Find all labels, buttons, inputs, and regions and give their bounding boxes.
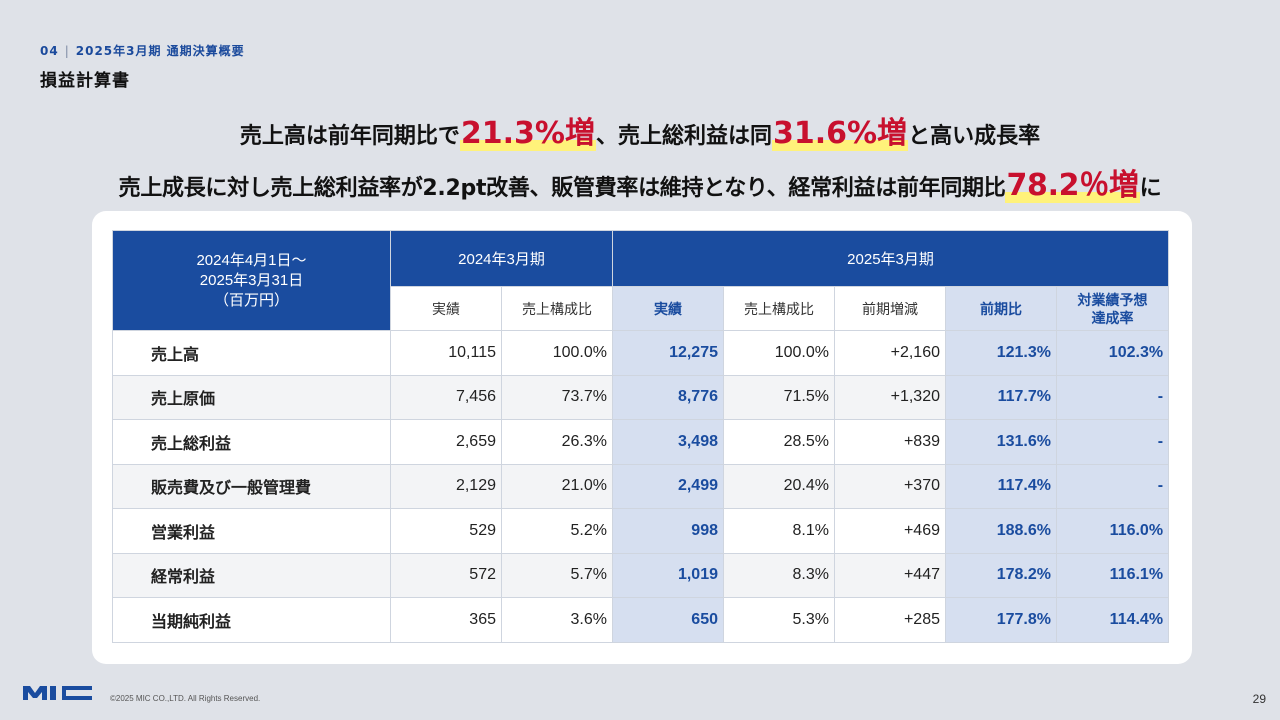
table-corner-header: 2024年4月1日～ 2025年3月31日 （百万円）	[112, 230, 391, 331]
table-row: 当期純利益 365 3.6% 650 5.3% +285 177.8% 114.4%	[112, 597, 1170, 643]
headline-2-highlight: 78.2％増	[1005, 168, 1140, 203]
table-card: 2024年4月1日～ 2025年3月31日 （百万円） 2024年3月期 202…	[92, 211, 1192, 664]
row-label: 営業利益	[112, 508, 391, 554]
table-cell: 121.3%	[945, 330, 1057, 376]
sub-header-curr-actual: 実績	[612, 286, 724, 331]
row-label: 売上総利益	[112, 419, 391, 465]
table-cell: +447	[834, 552, 946, 598]
table-cell: 177.8%	[945, 597, 1057, 643]
table-cell: -	[1055, 463, 1170, 509]
period-prev-header: 2024年3月期	[390, 230, 613, 287]
table-cell: 2,129	[390, 463, 502, 509]
table-cell: +2,160	[834, 330, 946, 376]
headline-1-text-b: 、売上総利益は同	[595, 124, 772, 149]
table-cell: 28.5%	[723, 419, 835, 465]
table-cell: 365	[390, 597, 502, 643]
headline-2-text-a: 売上成長に対し売上総利益率が2.2pt改善、販管費率は維持となり、経常利益は前年…	[118, 176, 1006, 201]
table-cell: +469	[834, 508, 946, 554]
headline-2-text-b: に	[1139, 176, 1162, 201]
table-cell: 73.7%	[501, 374, 613, 420]
table-cell: 100.0%	[723, 330, 835, 376]
table-cell: 2,659	[390, 419, 502, 465]
table-cell: 5.2%	[501, 508, 613, 554]
table-cell: 3.6%	[501, 597, 613, 643]
table-body: 売上高 10,115 100.0% 12,275 100.0% +2,160 121.3% 1…	[112, 330, 1170, 643]
breadcrumb-separator: |	[64, 43, 70, 58]
table-row: 売上原価 7,456 73.7% 8,776 71.5% +1,320 117.7% -	[112, 374, 1170, 420]
headline-2: 売上成長に対し売上総利益率が2.2pt改善、販管費率は維持となり、経常利益は前年…	[0, 160, 1280, 204]
table-cell: +839	[834, 419, 946, 465]
row-label: 売上原価	[112, 374, 391, 420]
section-title: 2025年3月期 通期決算概要	[75, 44, 245, 58]
table-row: 営業利益 529 5.2% 998 8.1% +469 188.6% 116.0%	[112, 508, 1170, 554]
headline-1-highlight-a: 21.3%増	[459, 116, 596, 151]
table-cell: 8.1%	[723, 508, 835, 554]
table-cell: 102.3%	[1055, 330, 1170, 376]
table-cell: 116.1%	[1055, 552, 1170, 598]
copyright: ©2025 MIC CO.,LTD. All Rights Reserved.	[110, 694, 261, 703]
page-number: 29	[1252, 692, 1266, 706]
table-cell: 26.3%	[501, 419, 613, 465]
table-cell: 1,019	[612, 552, 724, 598]
sub-header-yoy-ratio: 前期比	[945, 286, 1057, 331]
row-label: 経常利益	[112, 552, 391, 598]
table-cell: +285	[834, 597, 946, 643]
row-label: 当期純利益	[112, 597, 391, 643]
headline-1-highlight-b: 31.6%増	[772, 116, 909, 151]
table-cell: 998	[612, 508, 724, 554]
table-cell: +1,320	[834, 374, 946, 420]
table-cell: 3,498	[612, 419, 724, 465]
table-cell: 529	[390, 508, 502, 554]
corner-line-1: 2024年4月1日～	[196, 251, 307, 269]
page-title: 損益計算書	[40, 71, 130, 91]
forecast-header-line-1: 対業績予想	[1077, 291, 1148, 308]
table-cell: 572	[390, 552, 502, 598]
table-cell: 188.6%	[945, 508, 1057, 554]
table-row: 売上高 10,115 100.0% 12,275 100.0% +2,160 121.3% 1…	[112, 330, 1170, 376]
table-cell: 5.7%	[501, 552, 613, 598]
table-cell: 117.7%	[945, 374, 1057, 420]
table-cell: 5.3%	[723, 597, 835, 643]
income-statement-table: 2024年4月1日～ 2025年3月31日 （百万円） 2024年3月期 202…	[112, 230, 1170, 643]
headline-1-text-c: と高い成長率	[908, 124, 1041, 149]
breadcrumb: 04 | 2025年3月期 通期決算概要	[40, 42, 245, 59]
table-cell: 21.0%	[501, 463, 613, 509]
sub-header-prev-actual: 実績	[390, 286, 502, 331]
table-cell: 100.0%	[501, 330, 613, 376]
sub-header-forecast-achievement: 対業績予想 達成率	[1055, 286, 1170, 331]
sub-header-yoy-change: 前期増減	[834, 286, 946, 331]
table-cell: 7,456	[390, 374, 502, 420]
table-row: 経常利益 572 5.7% 1,019 8.3% +447 178.2% 116.1%	[112, 552, 1170, 598]
table-cell: 114.4%	[1055, 597, 1170, 643]
table-cell: 117.4%	[945, 463, 1057, 509]
table-cell: 650	[612, 597, 724, 643]
period-curr-header: 2025年3月期	[611, 230, 1170, 287]
table-cell: 8.3%	[723, 552, 835, 598]
sub-header-curr-ratio: 売上構成比	[723, 286, 835, 331]
table-cell: 10,115	[390, 330, 502, 376]
headline-1: 売上高は前年同期比で21.3%増、売上総利益は同31.6%増と高い成長率	[0, 108, 1280, 152]
corner-line-3: （百万円）	[213, 291, 289, 309]
table-cell: 20.4%	[723, 463, 835, 509]
forecast-header-line-2: 達成率	[1091, 309, 1134, 326]
table-row: 売上総利益 2,659 26.3% 3,498 28.5% +839 131.6% -	[112, 419, 1170, 465]
table-cell: 116.0%	[1055, 508, 1170, 554]
corner-line-2: 2025年3月31日	[199, 271, 304, 289]
table-cell: 2,499	[612, 463, 724, 509]
sub-header-prev-ratio: 売上構成比	[501, 286, 613, 331]
row-label: 販売費及び一般管理費	[112, 463, 391, 509]
table-cell: 12,275	[612, 330, 724, 376]
mic-logo	[23, 686, 92, 700]
section-number: 04	[40, 43, 59, 58]
table-cell: 8,776	[612, 374, 724, 420]
row-label: 売上高	[112, 330, 391, 376]
table-cell: -	[1055, 419, 1170, 465]
table-cell: -	[1055, 374, 1170, 420]
table-cell: 131.6%	[945, 419, 1057, 465]
table-row: 販売費及び一般管理費 2,129 21.0% 2,499 20.4% +370 117.4%…	[112, 463, 1170, 509]
headline-1-text-a: 売上高は前年同期比で	[239, 124, 460, 149]
table-cell: 178.2%	[945, 552, 1057, 598]
table-cell: 71.5%	[723, 374, 835, 420]
table-cell: +370	[834, 463, 946, 509]
